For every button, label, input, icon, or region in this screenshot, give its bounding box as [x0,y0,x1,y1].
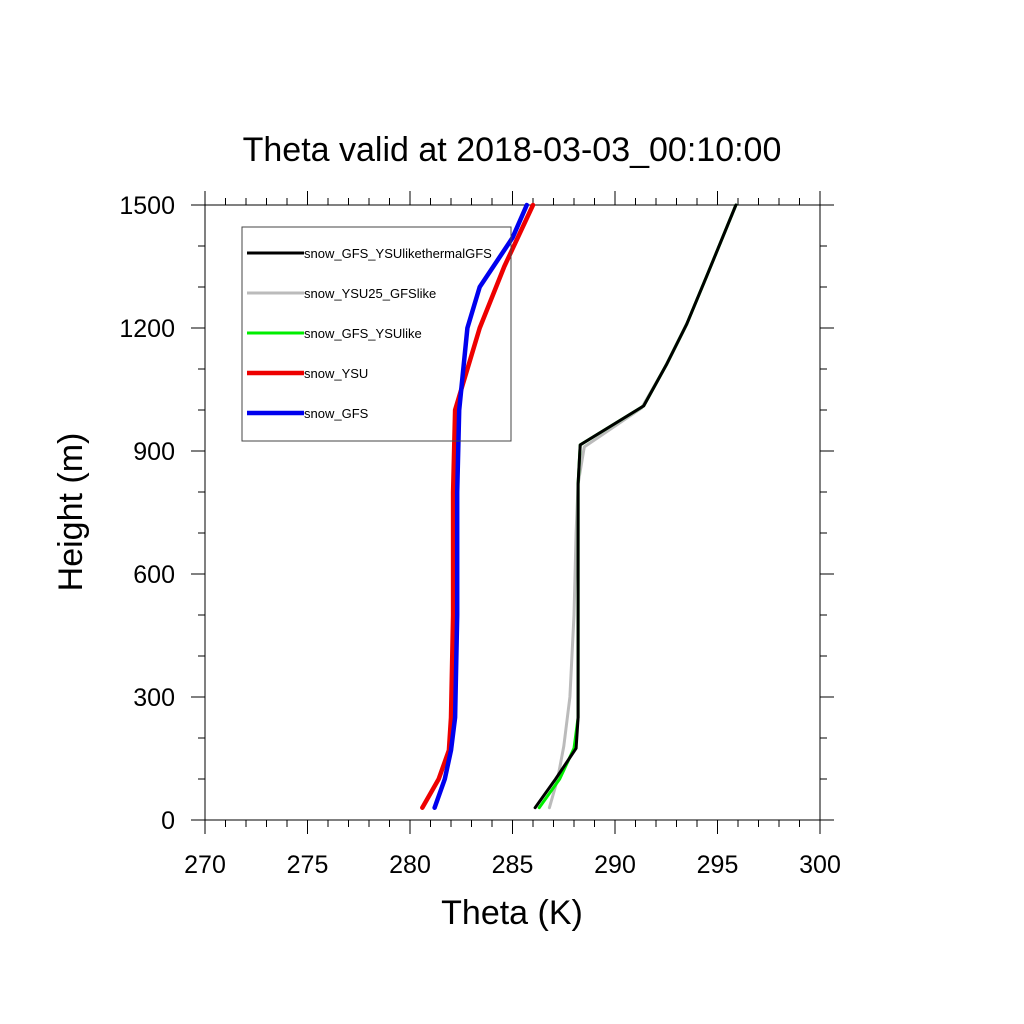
plot-area [204,204,821,821]
legend-box [241,226,512,442]
x-tick-label: 290 [594,851,636,879]
y-tick-label: 0 [161,807,175,835]
legend-label: snow_YSU25_GFSlike [304,286,436,301]
series-line-snow_GFS_YSUlikethermalGFS [533,203,738,810]
x-axis-label: Theta (K) [441,894,583,932]
y-tick-label: 300 [133,684,175,712]
y-tick-label: 600 [133,561,175,589]
plot-frame [204,204,821,821]
x-tick-label: 295 [697,851,739,879]
y-tick-label: 1200 [119,315,175,343]
x-tick-label: 300 [799,851,841,879]
chart-title: Theta valid at 2018-03-03_00:10:00 [243,131,782,169]
series-lines [420,202,738,810]
x-tick-label: 280 [389,851,431,879]
legend-label: snow_YSU [304,366,368,381]
y-tick-label: 1500 [119,192,175,220]
y-tick-label: 900 [133,438,175,466]
legend: snow_GFS_YSUlikethermalGFS snow_YSU25_GFS… [241,226,512,442]
x-tick-label: 275 [287,851,329,879]
axis-ticks [191,191,834,834]
axis-tick-labels: 270 275 280 285 290 295 300 0 300 600 900 1200 1500 [119,192,840,879]
legend-label: snow_GFS_YSUlikethermalGFS [304,246,492,261]
legend-label: snow_GFS [304,406,369,421]
series-line-snow_YSU [420,202,536,810]
x-tick-label: 270 [184,851,226,879]
y-axis-label: Height (m) [52,433,90,592]
legend-label: snow_GFS_YSUlike [304,326,422,341]
series-line-snow_GFS [432,202,530,810]
x-tick-label: 285 [492,851,534,879]
